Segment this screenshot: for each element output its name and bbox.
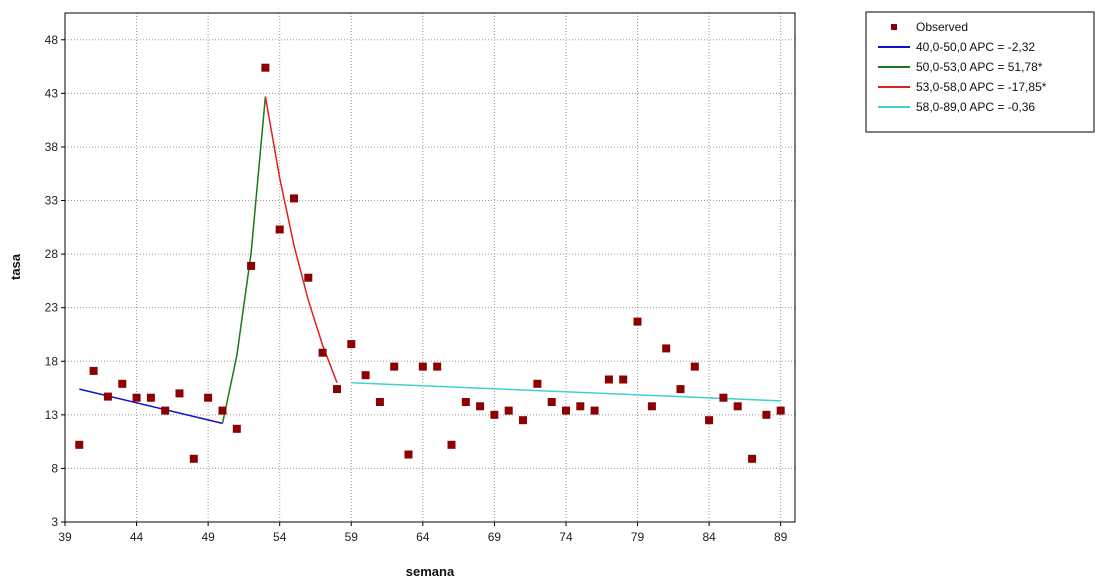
observed-point xyxy=(175,389,184,398)
observed-point xyxy=(748,454,757,463)
observed-point xyxy=(390,362,399,371)
observed-point xyxy=(118,379,127,388)
legend-box xyxy=(865,11,1095,133)
observed-point xyxy=(132,393,141,402)
y-tick-label: 43 xyxy=(45,86,59,100)
segment-line-2 xyxy=(221,96,267,424)
observed-point xyxy=(347,340,356,349)
observed-point xyxy=(75,440,84,449)
x-tick-label: 79 xyxy=(631,530,645,544)
observed-point xyxy=(89,366,98,375)
plot-frame xyxy=(64,12,796,523)
y-tick-label: 13 xyxy=(45,408,59,422)
legend-items: Observed 40,0-50,0 APC = -2,32 50,0-53,0 A… xyxy=(878,20,1047,114)
x-tick-label: 49 xyxy=(201,530,215,544)
observed-point xyxy=(619,375,628,384)
observed-point xyxy=(461,398,470,406)
observed-point xyxy=(562,406,570,415)
observed-point xyxy=(218,406,227,415)
y-tick-label: 38 xyxy=(45,140,59,154)
observed-point xyxy=(719,393,728,402)
observed-point xyxy=(333,385,341,394)
y-tick-label: 8 xyxy=(51,461,58,475)
x-axis-ticks: 39 44 49 54 59 64 69 74 79 84 89 xyxy=(58,522,788,544)
observed-point xyxy=(776,406,785,415)
observed-point xyxy=(232,424,241,433)
y-tick-label: 28 xyxy=(45,247,59,261)
legend-label-observed: Observed xyxy=(916,20,968,34)
observed-point xyxy=(533,379,542,388)
observed-point xyxy=(476,402,485,411)
observed-point xyxy=(519,416,527,425)
observed-point xyxy=(247,261,256,270)
x-tick-label: 64 xyxy=(416,530,430,544)
observed-point xyxy=(433,362,442,371)
observed-point xyxy=(447,440,456,449)
observed-point xyxy=(404,450,413,459)
observed-point xyxy=(705,416,714,425)
observed-point xyxy=(318,348,327,357)
legend-marker-observed xyxy=(891,24,897,30)
observed-point xyxy=(490,410,499,419)
y-tick-label: 23 xyxy=(45,301,59,315)
observed-points xyxy=(75,63,785,463)
observed-point xyxy=(590,406,599,415)
observed-point xyxy=(418,362,427,371)
x-tick-label: 44 xyxy=(130,530,144,544)
observed-point xyxy=(547,398,556,406)
x-tick-label: 59 xyxy=(345,530,359,544)
observed-point xyxy=(647,402,656,411)
observed-point xyxy=(304,273,313,282)
x-tick-label: 39 xyxy=(58,530,72,544)
observed-point xyxy=(762,410,771,419)
observed-point xyxy=(504,406,513,415)
legend-label-2: 50,0-53,0 APC = 51,78* xyxy=(916,60,1043,74)
observed-point xyxy=(146,393,155,402)
y-tick-label: 48 xyxy=(45,33,59,47)
legend-label-4: 58,0-89,0 APC = -0,36 xyxy=(916,100,1035,114)
segment-line-1 xyxy=(79,388,223,425)
legend-label-1: 40,0-50,0 APC = -2,32 xyxy=(916,40,1035,54)
observed-point xyxy=(662,344,671,353)
observed-point xyxy=(361,371,370,380)
x-tick-label: 84 xyxy=(702,530,716,544)
y-axis-title: tasa xyxy=(8,253,23,280)
observed-point xyxy=(204,393,213,402)
observed-point xyxy=(733,402,742,411)
observed-point xyxy=(290,194,298,203)
x-tick-label: 54 xyxy=(273,530,287,544)
observed-point xyxy=(261,63,270,72)
legend: Observed 40,0-50,0 APC = -2,32 50,0-53,0 A… xyxy=(865,11,1095,133)
y-tick-label: 3 xyxy=(51,515,58,529)
legend-label-3: 53,0-58,0 APC = -17,85* xyxy=(916,80,1047,94)
observed-point xyxy=(103,392,112,401)
observed-point xyxy=(275,225,284,234)
x-tick-label: 74 xyxy=(559,530,573,544)
y-tick-label: 18 xyxy=(45,354,59,368)
observed-point xyxy=(576,402,585,411)
observed-point xyxy=(633,317,642,326)
observed-point xyxy=(189,454,198,463)
x-tick-label: 89 xyxy=(774,530,788,544)
observed-point xyxy=(676,385,685,394)
y-tick-label: 33 xyxy=(45,194,59,208)
grid xyxy=(65,13,795,522)
observed-point xyxy=(161,406,170,415)
segment-line-4 xyxy=(351,381,781,402)
observed-point xyxy=(604,375,613,384)
observed-point xyxy=(375,398,384,406)
x-tick-label: 69 xyxy=(488,530,502,544)
observed-point xyxy=(690,362,699,371)
x-axis-title: semana xyxy=(406,564,455,579)
